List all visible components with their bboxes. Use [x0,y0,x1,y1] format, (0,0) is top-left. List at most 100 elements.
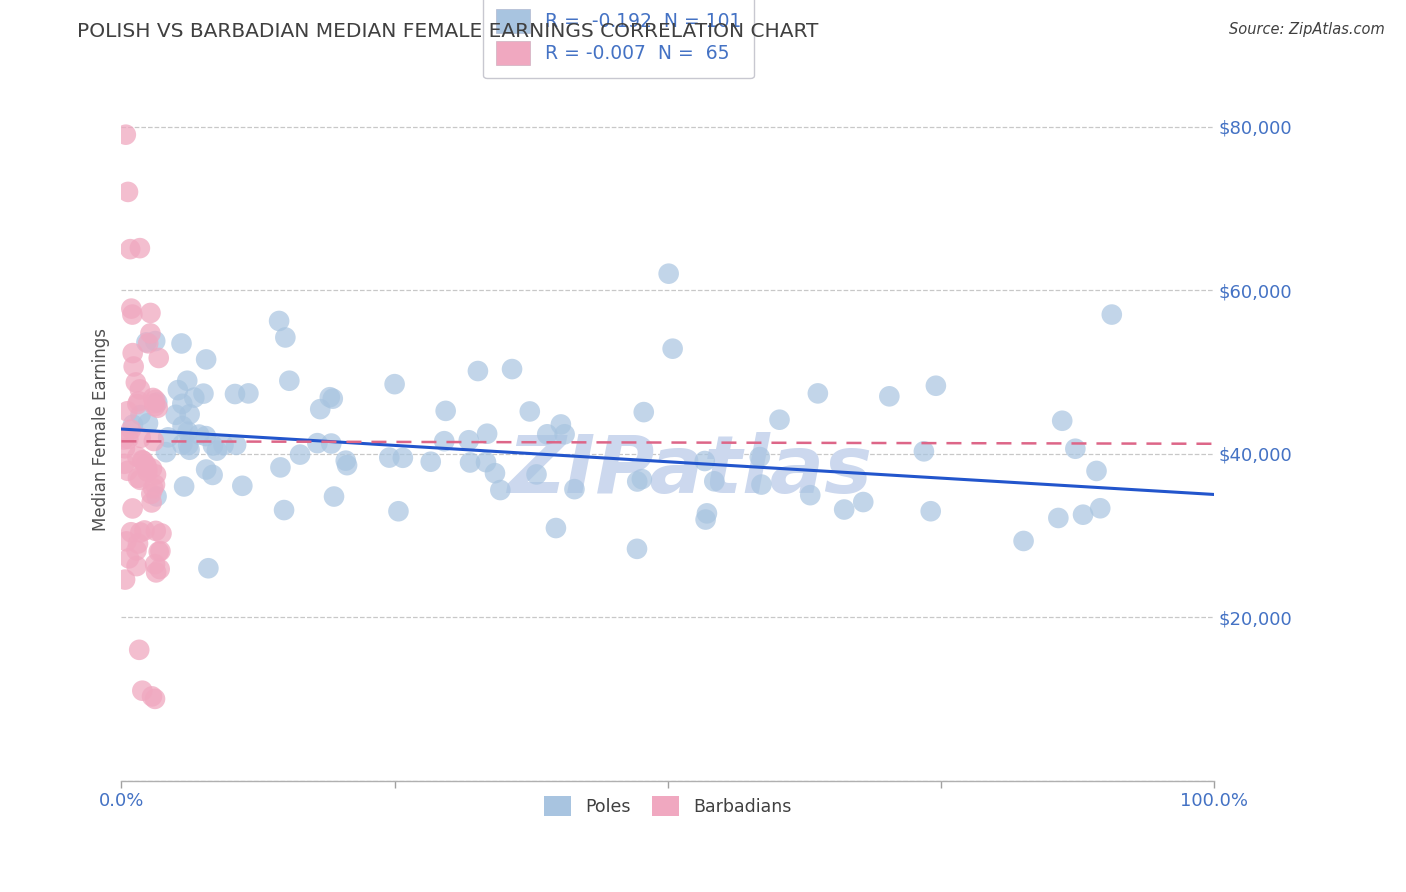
Point [201,467,224,482]
Point [378,450,401,465]
Point [146,401,169,415]
Point [118,551,141,566]
Point [141,495,163,509]
Point [703,475,725,489]
Point [912,444,935,458]
Point [288,448,311,462]
Point [179,407,201,421]
Point [128,642,150,657]
Point [114,573,136,587]
Point [1012,533,1035,548]
Point [142,481,165,495]
Point [307,436,329,450]
Point [467,364,489,378]
Point [122,417,145,432]
Point [115,534,138,549]
Point [143,477,166,491]
Point [142,391,165,405]
Point [1047,511,1070,525]
Point [269,314,291,328]
Point [136,417,159,431]
Point [768,413,790,427]
Point [139,306,162,320]
Point [626,475,648,489]
Point [631,472,654,486]
Point [177,438,200,452]
Point [143,334,166,348]
Point [335,453,357,467]
Point [661,342,683,356]
Point [127,397,149,411]
Point [139,326,162,341]
Point [127,471,149,485]
Point [148,351,170,365]
Point [167,383,190,397]
Point [131,683,153,698]
Point [183,391,205,405]
Point [142,434,165,448]
Point [128,241,150,255]
Legend: Poles, Barbadians: Poles, Barbadians [536,788,800,825]
Point [1064,442,1087,456]
Point [136,336,159,351]
Point [129,525,152,540]
Point [136,460,159,475]
Point [172,397,194,411]
Point [434,404,457,418]
Point [807,386,830,401]
Point [309,402,332,417]
Point [633,405,655,419]
Point [172,419,194,434]
Point [194,429,217,443]
Point [484,466,506,480]
Point [177,425,200,439]
Point [278,374,301,388]
Point [1071,508,1094,522]
Point [564,482,586,496]
Point [322,392,344,406]
Point [141,461,163,475]
Point [120,525,142,540]
Point [117,404,139,418]
Point [141,487,163,501]
Point [120,242,142,256]
Point [125,376,148,390]
Point [149,544,172,558]
Point [231,479,253,493]
Point [146,395,169,409]
Point [121,308,143,322]
Point [131,453,153,467]
Point [127,450,149,464]
Text: ZIPatlas: ZIPatlas [508,433,872,510]
Text: Source: ZipAtlas.com: Source: ZipAtlas.com [1229,22,1385,37]
Point [1101,308,1123,322]
Point [321,436,343,450]
Point [696,507,718,521]
Point [117,185,139,199]
Point [458,456,481,470]
Point [179,442,201,457]
Point [170,336,193,351]
Point [127,536,149,550]
Point [125,543,148,558]
Point [148,544,170,558]
Point [143,691,166,706]
Point [114,128,136,142]
Point [149,562,172,576]
Point [165,408,187,422]
Point [489,483,512,497]
Point [129,408,152,422]
Point [143,396,166,410]
Point [122,359,145,374]
Point [526,467,548,482]
Point [224,387,246,401]
Point [554,427,576,442]
Point [274,330,297,344]
Point [129,473,152,487]
Point [173,479,195,493]
Point [172,437,194,451]
Point [693,454,716,468]
Point [269,460,291,475]
Point [475,426,498,441]
Point [145,566,167,580]
